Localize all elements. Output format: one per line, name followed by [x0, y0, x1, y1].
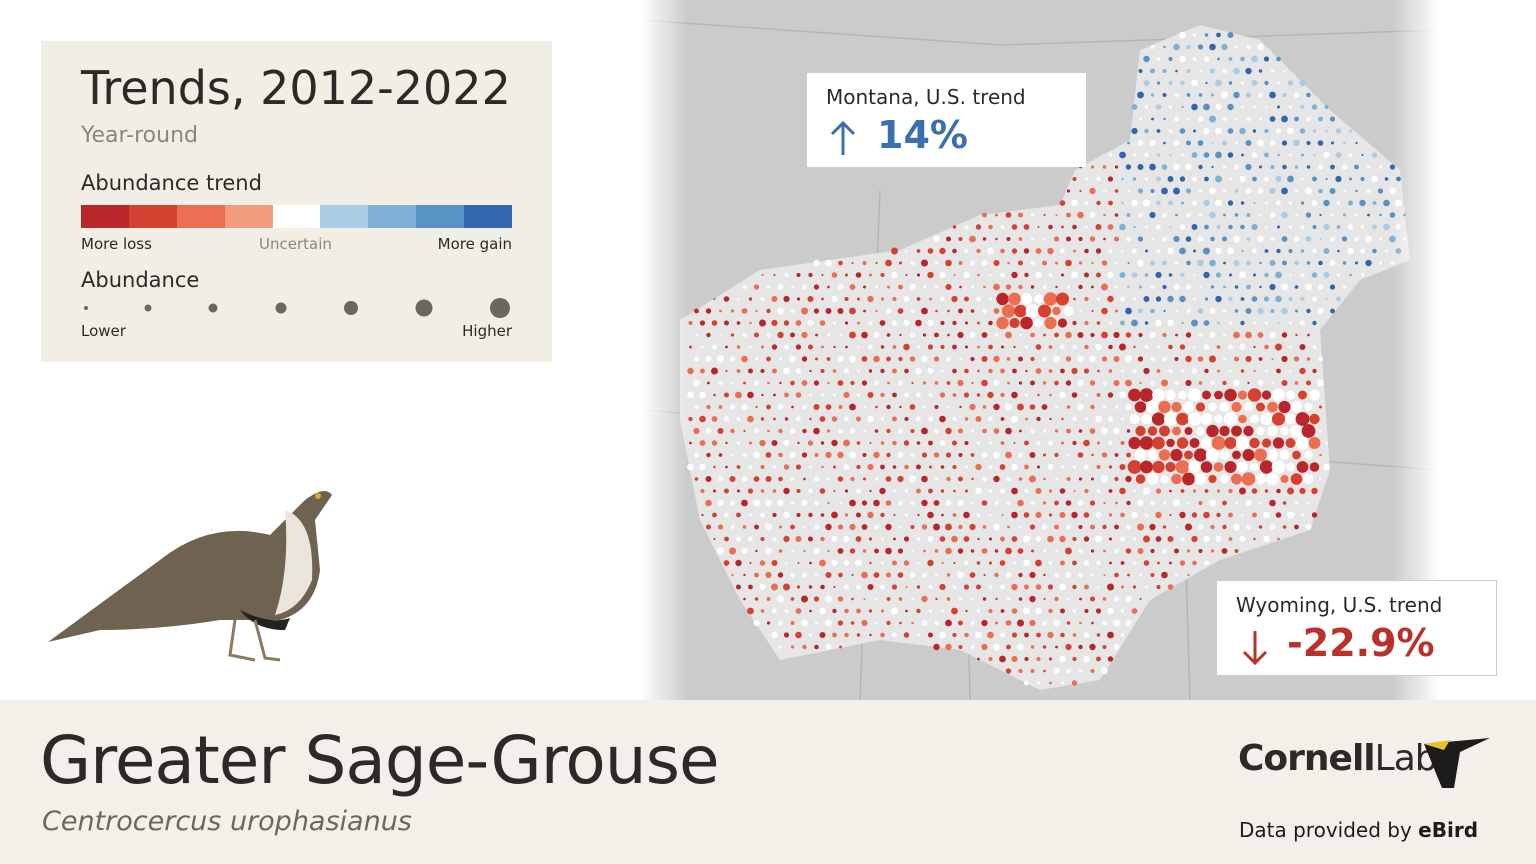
bird-illustration [48, 491, 332, 662]
legend-season: Year-round [81, 123, 198, 148]
callout-label: Wyoming, U.S. trend [1236, 593, 1443, 617]
callout-value: -22.9% [1287, 621, 1435, 665]
trend-swatch [176, 205, 225, 228]
trend-swatch [416, 205, 465, 228]
trend-swatch [272, 205, 321, 228]
trend-swatch [128, 205, 177, 228]
abundance-heading: Abundance [81, 268, 200, 292]
trend-low: More loss [81, 235, 152, 253]
trend-mid: Uncertain [259, 235, 332, 253]
credit-source: eBird [1418, 818, 1479, 842]
abundance-scale [84, 298, 510, 318]
trend-swatch [224, 205, 273, 228]
trend-swatch [320, 205, 369, 228]
footer: Greater Sage-Grouse Centrocercus urophas… [0, 700, 1536, 864]
callout-value: 14% [877, 113, 968, 157]
common-name: Greater Sage-Grouse [40, 722, 720, 799]
arrow-up [830, 120, 856, 155]
logo-bold: Cornell [1238, 738, 1376, 779]
abundance-high: Higher [462, 322, 512, 340]
callout-wyoming: Wyoming, U.S. trend -22.9% [1216, 580, 1497, 676]
credit: Data provided by eBird [1239, 818, 1478, 842]
trend-swatch [368, 205, 417, 228]
legend-title: Trends, 2012-2022 [81, 61, 511, 115]
trend-high: More gain [437, 235, 512, 253]
abundance-low: Lower [81, 322, 126, 340]
callout-montana: Montana, U.S. trend 14% [807, 73, 1086, 167]
trend-swatch [464, 205, 513, 228]
scientific-name: Centrocercus urophasianus [42, 806, 412, 837]
logo: CornellLab [1238, 738, 1438, 779]
logo-bird [1424, 738, 1490, 788]
trend-swatch [81, 205, 129, 228]
callout-label: Montana, U.S. trend [826, 85, 1026, 109]
trend-scale [81, 205, 513, 228]
credit-prefix: Data provided by [1239, 818, 1412, 842]
arrow-down [1242, 631, 1268, 666]
trend-heading: Abundance trend [81, 171, 262, 195]
legend: Trends, 2012-2022 Year-round Abundance t… [41, 41, 552, 362]
